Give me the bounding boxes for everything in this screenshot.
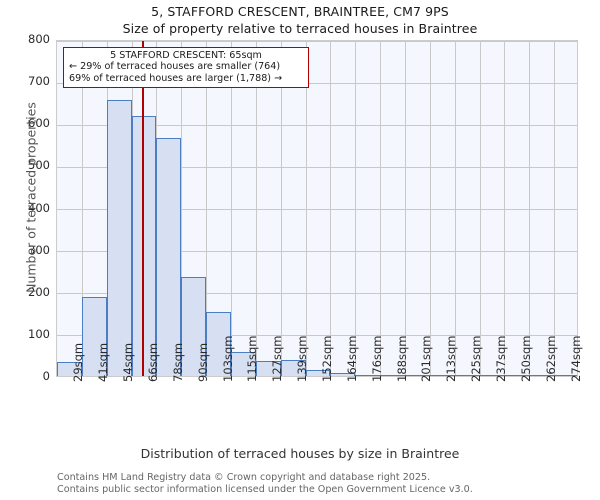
histogram-bar bbox=[405, 374, 430, 376]
histogram-bar bbox=[529, 374, 555, 376]
x-axis-tick-label: 250sqm bbox=[518, 335, 533, 382]
x-axis-tick-label: 29sqm bbox=[71, 342, 86, 382]
histogram-bar bbox=[305, 369, 331, 376]
gridline-vertical bbox=[206, 41, 208, 376]
histogram-bar bbox=[206, 311, 231, 376]
x-axis-tick-label: 262sqm bbox=[543, 335, 558, 382]
gridline-vertical bbox=[479, 41, 481, 376]
gridline-vertical bbox=[355, 41, 357, 376]
histogram-bar bbox=[156, 138, 182, 376]
gridline-vertical bbox=[554, 41, 556, 376]
footer-line-1: Contains HM Land Registry data © Crown c… bbox=[57, 472, 431, 483]
plot-area bbox=[56, 40, 578, 377]
x-axis-tick-label: 164sqm bbox=[344, 335, 359, 382]
histogram-bar bbox=[479, 374, 505, 376]
histogram-bar bbox=[255, 361, 281, 376]
gridline-vertical bbox=[280, 41, 282, 376]
annotation-line-3: 69% of terraced houses are larger (1,788… bbox=[69, 72, 283, 84]
x-axis-tick-label: 213sqm bbox=[444, 335, 459, 382]
histogram-bar bbox=[380, 374, 405, 376]
gridline-vertical bbox=[330, 41, 332, 376]
histogram-bar bbox=[280, 360, 306, 376]
y-axis-tick-label: 200 bbox=[28, 284, 50, 299]
histogram-bar bbox=[81, 296, 107, 376]
y-axis-tick-label: 800 bbox=[28, 32, 50, 46]
gridline-horizontal bbox=[57, 166, 577, 168]
gridline-vertical bbox=[81, 41, 83, 376]
gridline-vertical bbox=[529, 41, 531, 376]
x-axis-tick-label: 78sqm bbox=[170, 342, 185, 382]
x-axis-tick-label: 152sqm bbox=[320, 335, 334, 382]
gridline-vertical bbox=[305, 41, 307, 376]
x-axis-tick-label: 225sqm bbox=[469, 335, 484, 382]
x-axis-tick-label: 237sqm bbox=[494, 335, 508, 382]
page-title: 5, STAFFORD CRESCENT, BRAINTREE, CM7 9PS bbox=[151, 4, 449, 19]
page-subtitle: Size of property relative to terraced ho… bbox=[122, 21, 478, 36]
x-axis-tick-label: 188sqm bbox=[394, 335, 409, 382]
x-axis-tick-label: 176sqm bbox=[369, 335, 384, 382]
x-axis-tick-label: 54sqm bbox=[121, 342, 136, 382]
annotation-box: 5 STAFFORD CRESCENT: 65sqm ← 29% of terr… bbox=[63, 47, 309, 88]
footer-attribution: Contains HM Land Registry data © Crown c… bbox=[57, 472, 473, 495]
y-axis-ticks: 0 100 200 300 400 500 600 700 800 bbox=[0, 0, 50, 500]
histogram-bar bbox=[330, 373, 356, 376]
gridline-vertical bbox=[380, 41, 382, 376]
x-axis-tick-label: 103sqm bbox=[220, 335, 235, 382]
gridline-horizontal bbox=[57, 335, 577, 337]
gridline-vertical bbox=[405, 41, 406, 376]
y-axis-tick-label: 300 bbox=[28, 242, 50, 257]
histogram-bar bbox=[454, 374, 480, 376]
footer-line-2: Contains public sector information licen… bbox=[57, 483, 473, 495]
y-axis-tick-label: 700 bbox=[28, 74, 50, 89]
gridline-vertical bbox=[255, 41, 257, 376]
gridline-horizontal bbox=[57, 293, 577, 295]
y-axis-label: Number of terraced properties bbox=[23, 102, 39, 293]
x-axis-label: Distribution of terraced houses by size … bbox=[140, 446, 460, 461]
histogram-bar bbox=[181, 277, 207, 376]
histogram-bar bbox=[57, 362, 82, 376]
histogram-bar bbox=[106, 100, 132, 376]
x-axis-tick-label: 66sqm bbox=[146, 342, 160, 382]
gridline-horizontal bbox=[57, 41, 577, 42]
gridline-horizontal bbox=[57, 124, 577, 126]
gridline-horizontal bbox=[57, 82, 577, 84]
x-axis-tick-label: 90sqm bbox=[195, 342, 210, 382]
histogram-bar bbox=[504, 374, 530, 376]
gridline-vertical bbox=[181, 41, 183, 376]
y-axis-tick-label: 600 bbox=[28, 116, 50, 131]
x-axis-tick-label: 115sqm bbox=[245, 335, 260, 382]
x-axis-tick-label: 274sqm bbox=[568, 335, 583, 382]
gridline-vertical bbox=[454, 41, 456, 376]
histogram-bar bbox=[355, 374, 381, 376]
histogram-bar bbox=[554, 374, 577, 376]
x-axis-tick-label: 139sqm bbox=[295, 335, 310, 382]
histogram-bar bbox=[429, 374, 455, 376]
gridline-horizontal bbox=[57, 251, 577, 253]
y-axis-tick-label: 500 bbox=[28, 158, 50, 173]
annotation-line-2: ← 29% of terraced houses are smaller (76… bbox=[69, 61, 281, 73]
gridline-vertical bbox=[429, 41, 431, 376]
annotation-line-1: 5 STAFFORD CRESCENT: 65sqm bbox=[110, 50, 262, 61]
histogram-bar bbox=[231, 351, 256, 376]
gridline-horizontal bbox=[57, 209, 577, 210]
gridline-vertical bbox=[231, 41, 232, 376]
gridline-vertical bbox=[504, 41, 506, 376]
y-axis-tick-label: 0 bbox=[42, 369, 50, 383]
y-axis-tick-label: 100 bbox=[28, 326, 50, 341]
y-axis-tick-label: 400 bbox=[28, 200, 50, 215]
x-axis-tick-label: 41sqm bbox=[96, 342, 111, 382]
x-axis-tick-label: 201sqm bbox=[419, 335, 434, 382]
property-marker-line bbox=[142, 41, 145, 376]
x-axis-tick-label: 127sqm bbox=[270, 335, 285, 382]
